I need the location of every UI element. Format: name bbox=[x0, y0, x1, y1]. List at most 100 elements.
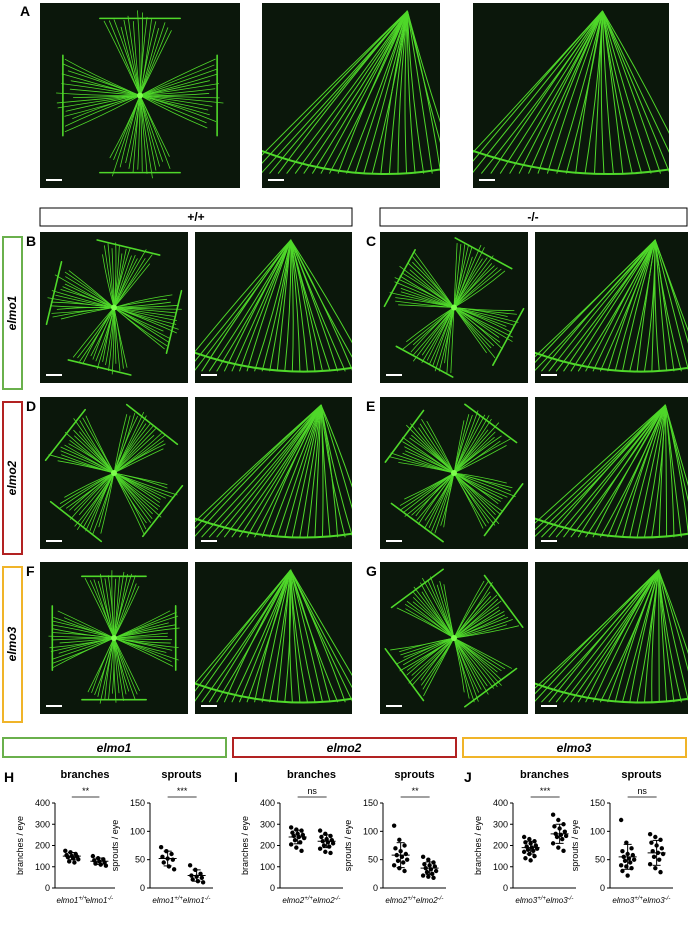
y-axis-label: sprouts / eye bbox=[343, 820, 353, 872]
data-point bbox=[322, 843, 326, 847]
panel-label: I bbox=[234, 769, 238, 785]
gene: elmo3 bbox=[612, 896, 634, 905]
data-point bbox=[658, 870, 662, 874]
row-label: elmo3 bbox=[5, 626, 19, 661]
gene: elmo3 bbox=[546, 896, 568, 905]
data-point bbox=[660, 846, 664, 850]
optic-nerve bbox=[137, 93, 143, 99]
data-point bbox=[430, 872, 434, 876]
y-tick-label: 50 bbox=[135, 855, 145, 865]
data-point bbox=[172, 867, 176, 871]
data-point bbox=[620, 849, 624, 853]
chart-title: branches bbox=[287, 769, 336, 781]
x-tick-label: elmo1-/- bbox=[183, 896, 210, 905]
data-point bbox=[401, 860, 405, 864]
significance: *** bbox=[177, 786, 188, 796]
data-point bbox=[555, 835, 559, 839]
y-tick-label: 50 bbox=[595, 855, 605, 865]
y-tick-label: 0 bbox=[140, 883, 145, 893]
x-tick-label: elmo1+/+ bbox=[57, 896, 88, 905]
data-point bbox=[63, 849, 67, 853]
data-point bbox=[392, 863, 396, 867]
optic-nerve bbox=[111, 305, 117, 311]
data-point bbox=[393, 846, 397, 850]
data-point bbox=[104, 863, 108, 867]
x-tick-label: elmo3-/- bbox=[546, 896, 573, 905]
data-point bbox=[623, 859, 627, 863]
data-point bbox=[563, 829, 567, 833]
y-tick-label: 200 bbox=[260, 841, 275, 851]
data-point bbox=[629, 846, 633, 850]
gene: elmo1 bbox=[152, 896, 174, 905]
significance: *** bbox=[540, 786, 551, 796]
chart-header: elmo3 bbox=[557, 741, 592, 755]
panel-label: B bbox=[26, 233, 36, 249]
panel-label: C bbox=[366, 233, 376, 249]
genotype: -/- bbox=[335, 896, 341, 902]
x-tick-label: elmo1+/+ bbox=[152, 896, 183, 905]
data-point bbox=[653, 835, 657, 839]
y-tick-label: 100 bbox=[590, 826, 605, 836]
y-axis-label: branches / eye bbox=[15, 816, 25, 875]
gene: elmo2 bbox=[385, 896, 407, 905]
data-point bbox=[201, 880, 205, 884]
data-point bbox=[556, 818, 560, 822]
x-tick-label: elmo3-/- bbox=[643, 896, 670, 905]
data-point bbox=[162, 860, 166, 864]
data-point bbox=[628, 860, 632, 864]
chart-header: elmo1 bbox=[97, 741, 132, 755]
y-tick-label: 0 bbox=[45, 883, 50, 893]
data-point bbox=[392, 823, 396, 827]
data-point bbox=[561, 849, 565, 853]
data-point bbox=[426, 874, 430, 878]
data-point bbox=[532, 854, 536, 858]
genotype: -/- bbox=[205, 896, 211, 902]
data-point bbox=[331, 841, 335, 845]
y-tick-label: 400 bbox=[35, 798, 50, 808]
significance: ns bbox=[307, 786, 317, 796]
optic-nerve bbox=[111, 470, 117, 476]
data-point bbox=[200, 876, 204, 880]
y-tick-label: 150 bbox=[590, 798, 605, 808]
gene: elmo1 bbox=[86, 896, 108, 905]
data-point bbox=[653, 866, 657, 870]
data-point bbox=[531, 849, 535, 853]
data-point bbox=[421, 855, 425, 859]
chart-title: sprouts bbox=[161, 769, 201, 781]
optic-nerve bbox=[451, 305, 457, 311]
panel-label: H bbox=[4, 769, 14, 785]
data-point bbox=[564, 834, 568, 838]
data-point bbox=[556, 845, 560, 849]
y-tick-label: 0 bbox=[373, 883, 378, 893]
x-tick-label: elmo3+/+ bbox=[515, 896, 546, 905]
y-axis-label: branches / eye bbox=[473, 816, 483, 875]
chart-title: sprouts bbox=[621, 769, 661, 781]
data-point bbox=[551, 841, 555, 845]
y-tick-label: 400 bbox=[260, 798, 275, 808]
significance: ** bbox=[82, 786, 90, 796]
significance: ns bbox=[637, 786, 647, 796]
data-point bbox=[319, 835, 323, 839]
panel-label: A bbox=[20, 3, 30, 19]
data-point bbox=[294, 845, 298, 849]
row-label: elmo2 bbox=[5, 460, 19, 495]
data-point bbox=[72, 860, 76, 864]
data-point bbox=[93, 861, 97, 865]
data-point bbox=[649, 840, 653, 844]
optic-nerve bbox=[451, 470, 457, 476]
data-point bbox=[648, 862, 652, 866]
data-point bbox=[421, 873, 425, 877]
y-tick-label: 300 bbox=[35, 819, 50, 829]
data-point bbox=[402, 869, 406, 873]
genotype: -/- bbox=[107, 896, 113, 902]
genotype-header: -/- bbox=[527, 210, 538, 224]
gene: elmo1 bbox=[183, 896, 205, 905]
data-point bbox=[657, 857, 661, 861]
data-point bbox=[522, 835, 526, 839]
gene: elmo3 bbox=[643, 896, 665, 905]
y-tick-label: 300 bbox=[260, 819, 275, 829]
data-point bbox=[434, 869, 438, 873]
genotype-header: +/+ bbox=[187, 210, 204, 224]
y-tick-label: 200 bbox=[35, 841, 50, 851]
